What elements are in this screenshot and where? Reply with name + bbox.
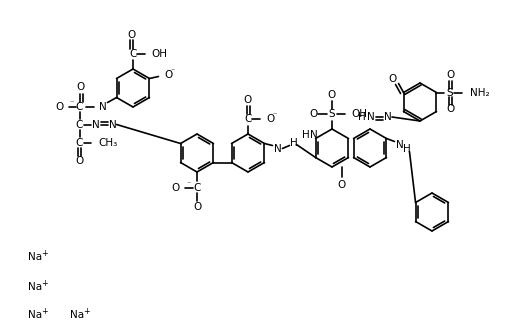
- Text: O: O: [338, 180, 346, 190]
- Text: Na: Na: [28, 282, 42, 292]
- Text: O: O: [328, 90, 336, 100]
- Text: N: N: [396, 140, 404, 150]
- Text: H: H: [289, 137, 297, 147]
- Text: OH: OH: [151, 49, 167, 59]
- Text: H: H: [358, 112, 366, 122]
- Text: O: O: [447, 105, 455, 115]
- Text: O: O: [128, 30, 136, 40]
- Text: N: N: [92, 120, 99, 130]
- Text: N: N: [310, 131, 318, 140]
- Text: N: N: [109, 120, 116, 130]
- Text: ⁻: ⁻: [70, 98, 74, 107]
- Text: CH₃: CH₃: [99, 137, 118, 147]
- Text: Na: Na: [28, 310, 42, 320]
- Text: N: N: [384, 112, 392, 122]
- Text: O: O: [309, 109, 317, 119]
- Text: C: C: [193, 183, 201, 193]
- Text: O: O: [244, 95, 252, 105]
- Text: ⁻: ⁻: [186, 180, 191, 189]
- Text: NH₂: NH₂: [470, 87, 490, 97]
- Text: O: O: [447, 70, 455, 80]
- Text: ⁻: ⁻: [272, 111, 276, 120]
- Text: O: O: [388, 73, 397, 83]
- Text: H: H: [302, 131, 310, 140]
- Text: C: C: [76, 102, 83, 112]
- Text: O: O: [266, 114, 274, 124]
- Text: OH: OH: [351, 109, 367, 119]
- Text: +: +: [41, 308, 48, 317]
- Text: C: C: [130, 49, 136, 59]
- Text: C: C: [76, 137, 83, 147]
- Text: N: N: [99, 102, 106, 112]
- Text: O: O: [75, 156, 84, 166]
- Text: C: C: [244, 114, 252, 124]
- Text: O: O: [165, 69, 173, 79]
- Text: +: +: [83, 308, 90, 317]
- Text: H: H: [402, 143, 410, 153]
- Text: ⁻: ⁻: [170, 66, 175, 75]
- Text: N: N: [367, 112, 375, 122]
- Text: Na: Na: [70, 310, 84, 320]
- Text: O: O: [55, 102, 64, 112]
- Text: O: O: [76, 82, 84, 92]
- Text: C: C: [76, 120, 83, 130]
- Text: S: S: [446, 87, 453, 97]
- Text: +: +: [41, 279, 48, 288]
- Text: O: O: [193, 202, 201, 212]
- Text: O: O: [172, 183, 180, 193]
- Text: +: +: [41, 250, 48, 259]
- Text: N: N: [273, 143, 281, 153]
- Text: Na: Na: [28, 252, 42, 262]
- Text: S: S: [329, 109, 335, 119]
